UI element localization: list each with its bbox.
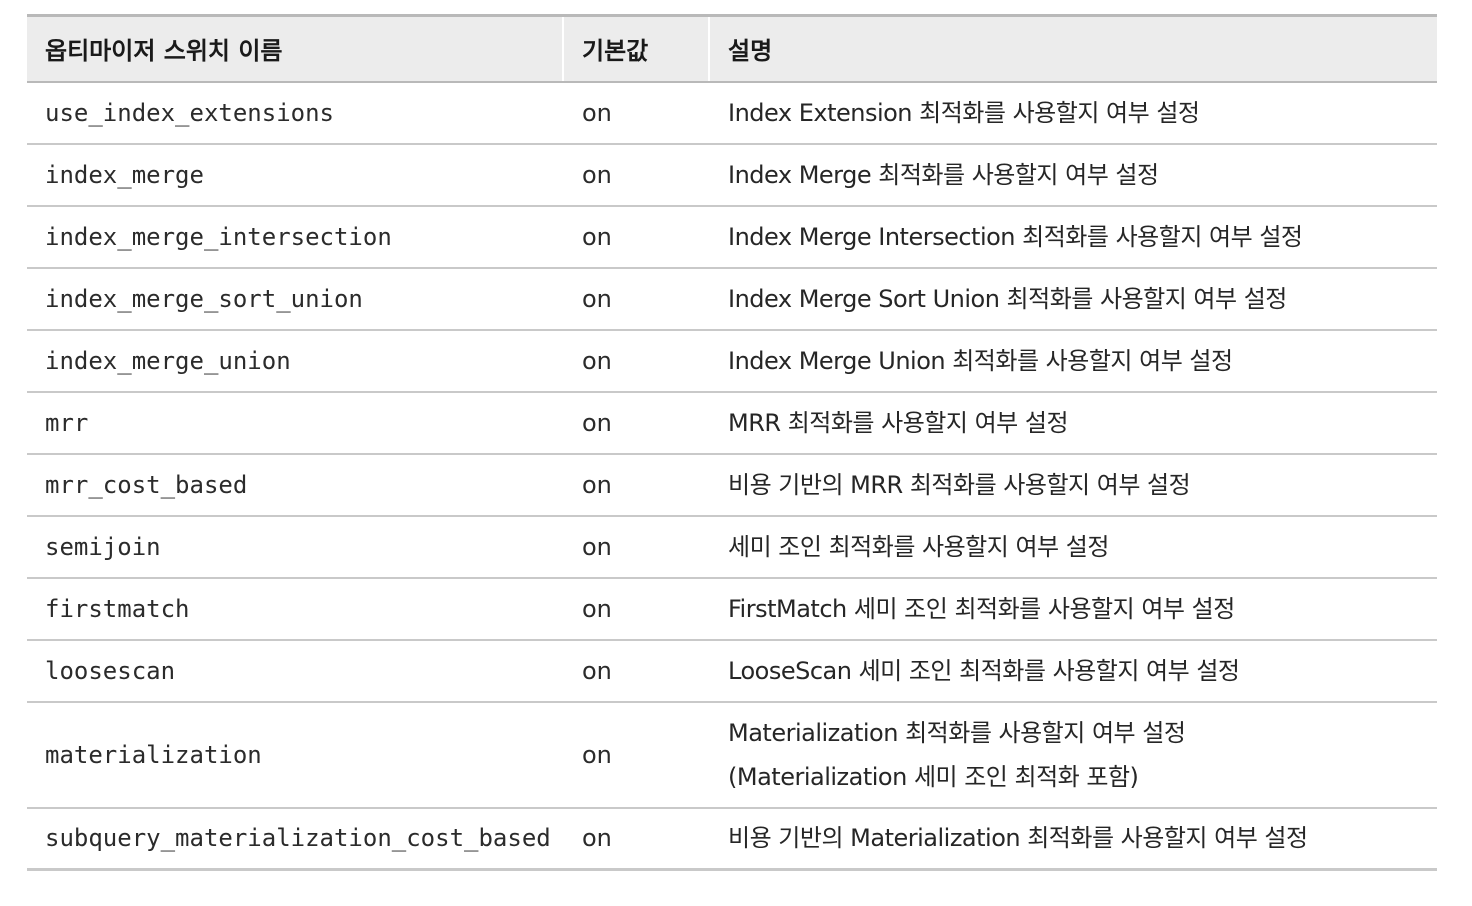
optimizer-switch-table: 옵티마이저 스위치 이름 기본값 설명 use_index_extensions… — [27, 14, 1437, 871]
table-row: materialization on Materialization 최적화를 사용… — [27, 701, 1437, 809]
description-cell: Index Extension 최적화를 사용할지 여부 설정 — [709, 81, 1437, 145]
description-line: FirstMatch 세미 조인 최적화를 사용할지 여부 설정 — [728, 594, 1235, 623]
description-cell: FirstMatch 세미 조인 최적화를 사용할지 여부 설정 — [709, 577, 1437, 641]
description-cell: 비용 기반의 Materialization 최적화를 사용할지 여부 설정 — [709, 807, 1437, 871]
header-default-value: 기본값 — [563, 14, 710, 83]
table-row: semijoin on 세미 조인 최적화를 사용할지 여부 설정 — [27, 515, 1437, 579]
switch-name-cell: use_index_extensions — [27, 81, 564, 145]
header-row: 옵티마이저 스위치 이름 기본값 설명 — [27, 14, 1437, 83]
description-line: MRR 최적화를 사용할지 여부 설정 — [728, 408, 1069, 437]
description-line: 비용 기반의 Materialization 최적화를 사용할지 여부 설정 — [728, 824, 1308, 853]
default-value-cell: on — [563, 81, 710, 145]
description-line: Index Merge Union 최적화를 사용할지 여부 설정 — [728, 346, 1233, 375]
description-cell: Index Merge 최적화를 사용할지 여부 설정 — [709, 143, 1437, 207]
header-description: 설명 — [709, 14, 1437, 83]
switch-name-cell: index_merge_intersection — [27, 205, 564, 269]
default-value-cell: on — [563, 807, 710, 871]
switch-name-cell: index_merge_sort_union — [27, 267, 564, 331]
default-value-cell: on — [563, 515, 710, 579]
switch-name-cell: materialization — [27, 701, 564, 809]
table-row: index_merge on Index Merge 최적화를 사용할지 여부 설정 — [27, 143, 1437, 207]
description-cell: LooseScan 세미 조인 최적화를 사용할지 여부 설정 — [709, 639, 1437, 703]
table-row: index_merge_sort_union on Index Merge Sort… — [27, 267, 1437, 331]
switch-name-cell: mrr_cost_based — [27, 453, 564, 517]
switch-name-cell: subquery_materialization_cost_based — [27, 807, 564, 871]
description-line: LooseScan 세미 조인 최적화를 사용할지 여부 설정 — [728, 656, 1240, 685]
description-line: Index Extension 최적화를 사용할지 여부 설정 — [728, 98, 1200, 127]
description-cell: 비용 기반의 MRR 최적화를 사용할지 여부 설정 — [709, 453, 1437, 517]
description-cell: MRR 최적화를 사용할지 여부 설정 — [709, 391, 1437, 455]
table-body: use_index_extensions on Index Extension 최적… — [27, 81, 1437, 871]
default-value-cell: on — [563, 701, 710, 809]
switch-name-cell: index_merge — [27, 143, 564, 207]
table-row: subquery_materialization_cost_based on 비용 … — [27, 807, 1437, 871]
switch-name-cell: semijoin — [27, 515, 564, 579]
table-row: loosescan on LooseScan 세미 조인 최적화를 사용할지 여부 … — [27, 639, 1437, 703]
default-value-cell: on — [563, 577, 710, 641]
table-row: index_merge_union on Index Merge Union 최적화… — [27, 329, 1437, 393]
table-row: index_merge_intersection on Index Merge In… — [27, 205, 1437, 269]
default-value-cell: on — [563, 143, 710, 207]
switch-name-cell: index_merge_union — [27, 329, 564, 393]
description-line: Materialization 최적화를 사용할지 여부 설정 — [728, 718, 1186, 747]
default-value-cell: on — [563, 329, 710, 393]
default-value-cell: on — [563, 267, 710, 331]
default-value-cell: on — [563, 205, 710, 269]
description-line: 비용 기반의 MRR 최적화를 사용할지 여부 설정 — [728, 470, 1191, 499]
description-cell: Index Merge Union 최적화를 사용할지 여부 설정 — [709, 329, 1437, 393]
description-cell: Index Merge Sort Union 최적화를 사용할지 여부 설정 — [709, 267, 1437, 331]
switch-name-cell: firstmatch — [27, 577, 564, 641]
description-cell: Materialization 최적화를 사용할지 여부 설정 (Material… — [709, 701, 1437, 809]
description-line: Index Merge 최적화를 사용할지 여부 설정 — [728, 160, 1159, 189]
switch-name-cell: loosescan — [27, 639, 564, 703]
default-value-cell: on — [563, 639, 710, 703]
header-switch-name: 옵티마이저 스위치 이름 — [27, 14, 564, 83]
switch-name-cell: mrr — [27, 391, 564, 455]
table-row: mrr on MRR 최적화를 사용할지 여부 설정 — [27, 391, 1437, 455]
description-line: Index Merge Intersection 최적화를 사용할지 여부 설정 — [728, 222, 1303, 251]
description-cell: 세미 조인 최적화를 사용할지 여부 설정 — [709, 515, 1437, 579]
default-value-cell: on — [563, 453, 710, 517]
description-cell: Index Merge Intersection 최적화를 사용할지 여부 설정 — [709, 205, 1437, 269]
description-line: (Materialization 세미 조인 최적화 포함) — [728, 762, 1139, 791]
table-row: mrr_cost_based on 비용 기반의 MRR 최적화를 사용할지 여부 … — [27, 453, 1437, 517]
optimizer-switch-table-wrapper: 옵티마이저 스위치 이름 기본값 설명 use_index_extensions… — [27, 14, 1437, 871]
description-line: 세미 조인 최적화를 사용할지 여부 설정 — [728, 532, 1109, 561]
default-value-cell: on — [563, 391, 710, 455]
description-line: Index Merge Sort Union 최적화를 사용할지 여부 설정 — [728, 284, 1287, 313]
table-row: firstmatch on FirstMatch 세미 조인 최적화를 사용할지 여… — [27, 577, 1437, 641]
table-header: 옵티마이저 스위치 이름 기본값 설명 — [27, 14, 1437, 83]
table-row: use_index_extensions on Index Extension 최적… — [27, 81, 1437, 145]
